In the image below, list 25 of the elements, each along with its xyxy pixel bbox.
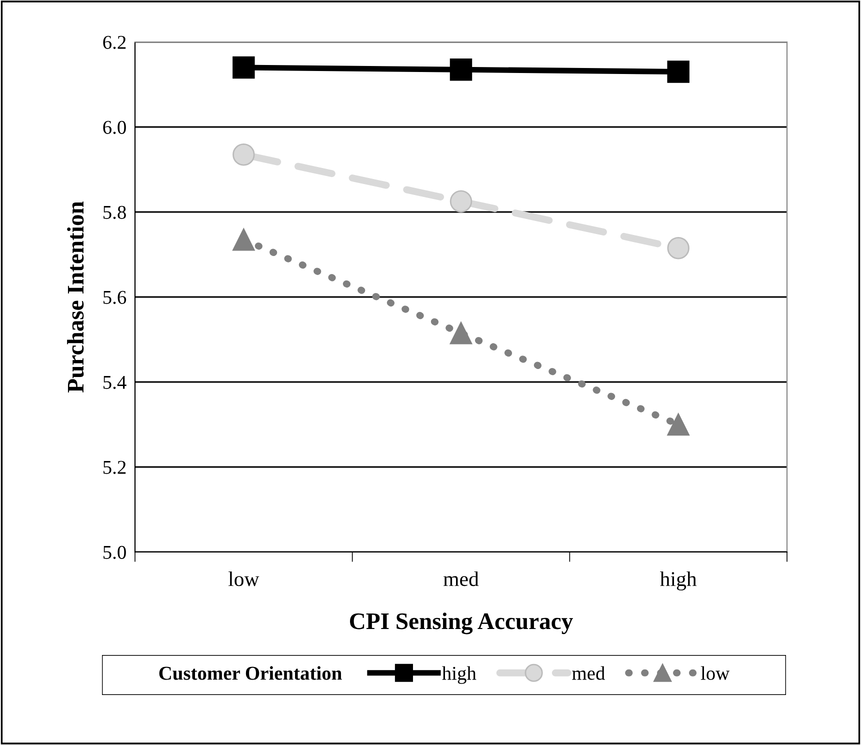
y-tick-label: 5.8 — [103, 206, 126, 220]
x-tick-label: low — [228, 571, 260, 586]
legend-title: Customer Orientation — [159, 666, 342, 680]
x-axis-title: CPI Sensing Accuracy — [350, 612, 573, 634]
y-tick-label: 5.6 — [103, 290, 126, 304]
y-tick-label: 6.2 — [103, 36, 126, 50]
legend-label: low — [700, 666, 730, 680]
y-tick-label: 6.0 — [103, 120, 126, 134]
x-tick-label: med — [444, 571, 479, 586]
y-tick-label: 5.4 — [103, 376, 126, 390]
legend-label: high — [442, 666, 476, 684]
point — [667, 60, 690, 83]
point — [667, 413, 690, 436]
point — [232, 144, 255, 166]
point — [450, 58, 472, 81]
y-tick-label: 5.0 — [103, 546, 126, 560]
y-tick-label: 5.2 — [103, 460, 126, 474]
legend-label: med — [572, 666, 605, 680]
point — [450, 322, 472, 344]
point — [232, 56, 255, 79]
y-axis-title: Purchase Intention — [67, 201, 84, 392]
point — [667, 237, 690, 260]
point — [450, 190, 472, 212]
point — [232, 228, 255, 251]
x-tick-label: high — [660, 571, 697, 590]
